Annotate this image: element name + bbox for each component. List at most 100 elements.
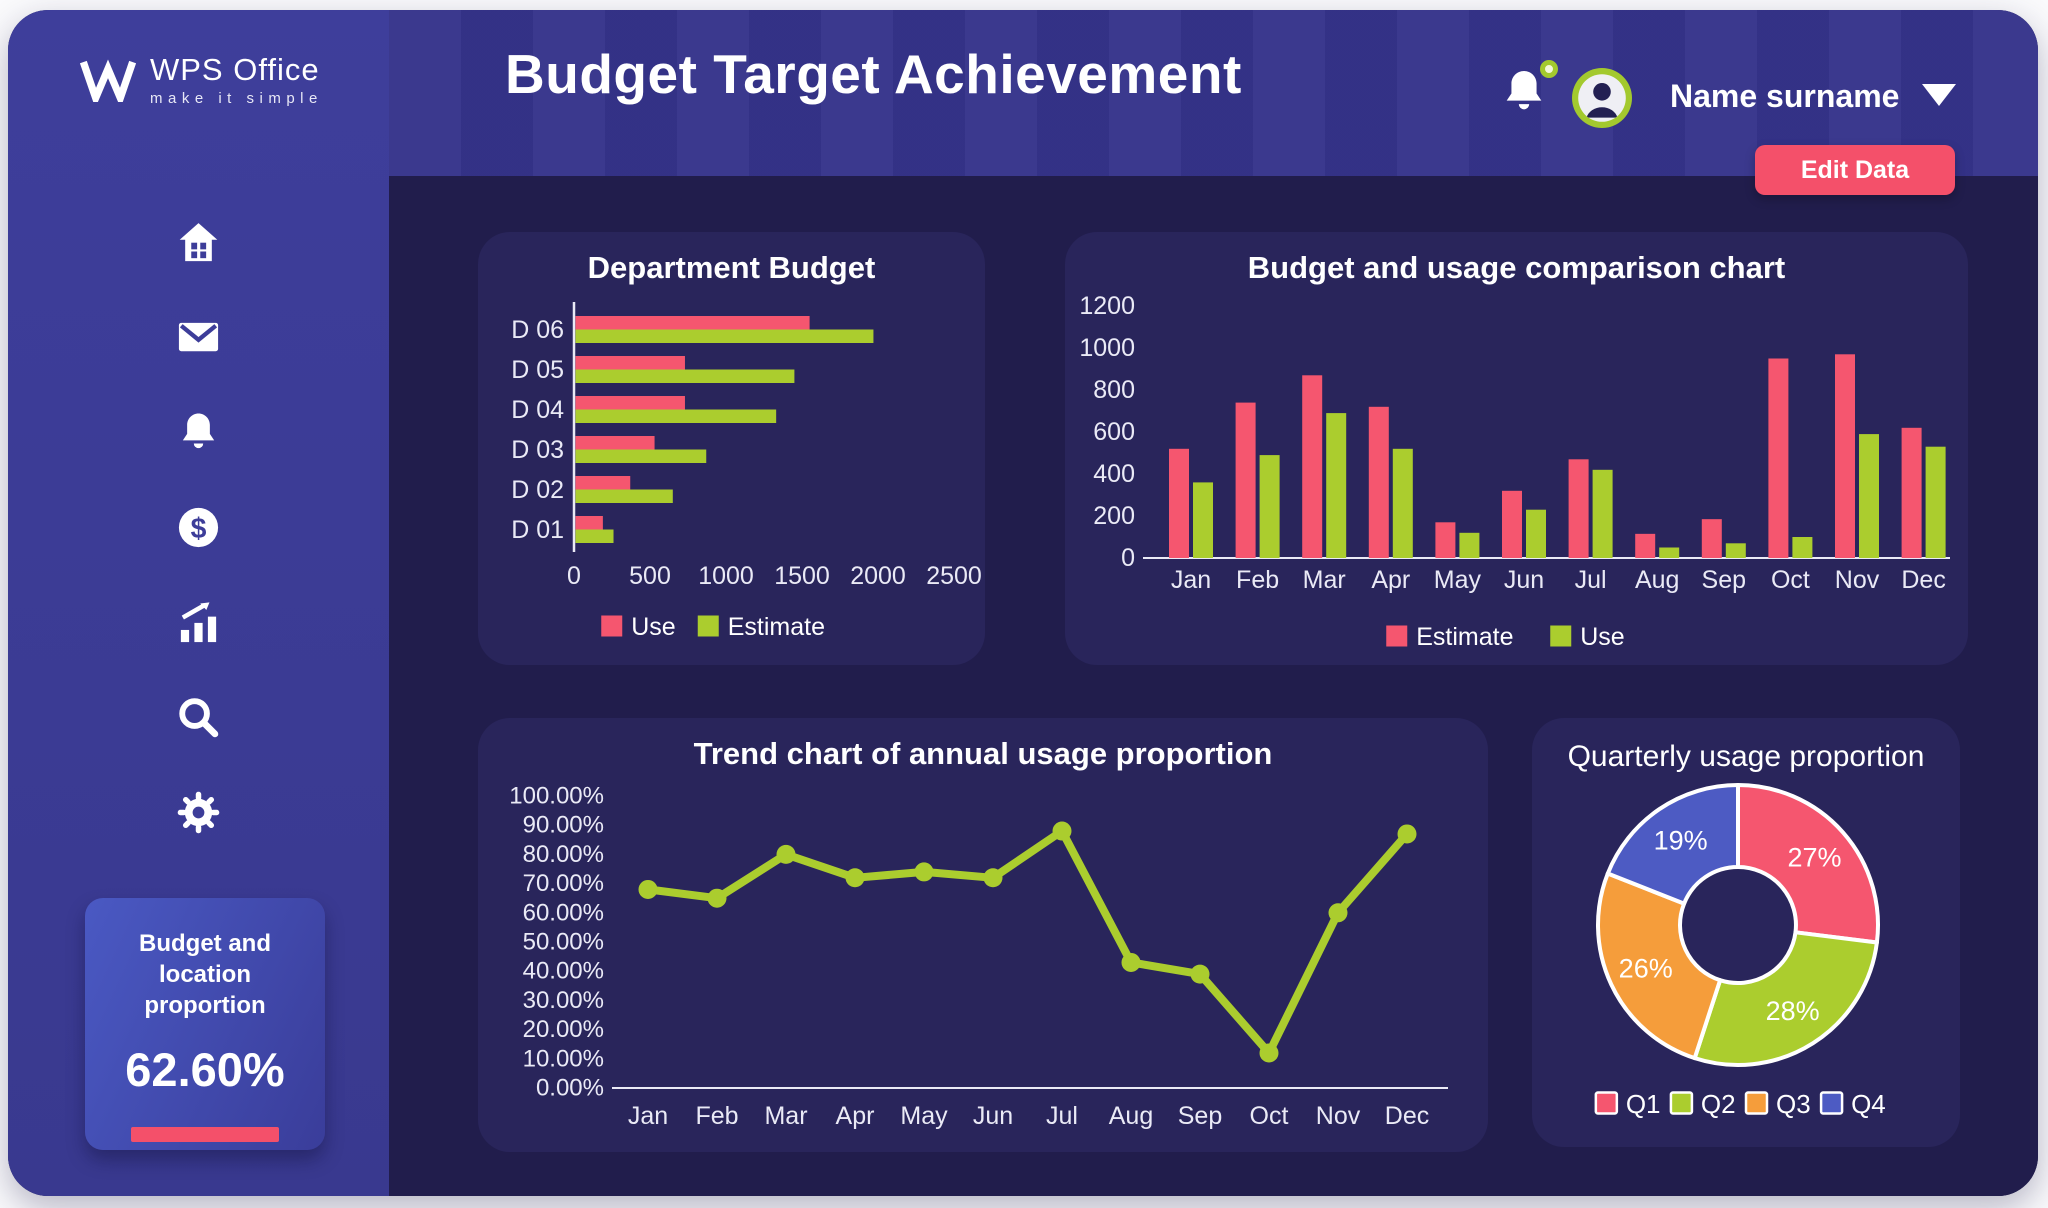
data-point-Dec	[1397, 824, 1417, 844]
y-tick-label: 70.00%	[523, 870, 604, 897]
bar-Use-D 06	[575, 316, 810, 330]
bar-Estimate-D 02	[575, 489, 673, 503]
sidebar-item-search[interactable]	[175, 694, 222, 741]
bar-Use-Apr	[1392, 448, 1413, 558]
legend-swatch-Estimate	[1386, 625, 1408, 647]
data-point-Apr	[845, 868, 865, 888]
x-category-label: Mar	[764, 1102, 807, 1130]
x-category-label: Dec	[1901, 566, 1945, 594]
x-category-label: Oct	[1771, 566, 1810, 594]
bar-Use-Oct	[1792, 537, 1813, 558]
x-category-label: Nov	[1316, 1102, 1361, 1130]
category-label: D 06	[511, 316, 564, 344]
y-tick-label: 1000	[1079, 334, 1135, 362]
y-tick-label: 0.00%	[536, 1075, 604, 1102]
bar-Use-D 03	[575, 436, 655, 450]
slice-Q3	[1596, 871, 1723, 1061]
x-category-label: Mar	[1303, 566, 1346, 594]
sidebar-item-home[interactable]	[175, 219, 222, 266]
slice-Q1	[1736, 783, 1880, 945]
y-tick-label: 20.00%	[523, 1016, 604, 1043]
slice-Q4	[1605, 783, 1740, 906]
data-point-Nov	[1328, 903, 1348, 923]
x-category-label: Jul	[1575, 566, 1607, 594]
sidebar-item-stats[interactable]	[175, 599, 222, 646]
bar-Use-Jun	[1526, 509, 1546, 558]
bar-Estimate-Aug	[1635, 533, 1656, 558]
y-tick-label: 80.00%	[523, 841, 604, 868]
y-tick-label: 40.00%	[523, 958, 604, 985]
legend-label: Use	[631, 613, 675, 641]
chevron-down-icon[interactable]	[1922, 84, 1956, 106]
notification-badge	[1540, 60, 1558, 78]
x-category-label: Feb	[695, 1102, 738, 1130]
bar-Estimate-Nov	[1835, 354, 1855, 558]
bar-Estimate-D 03	[575, 449, 707, 463]
y-tick-label: 0	[1121, 544, 1135, 572]
y-tick-label: 400	[1093, 460, 1135, 488]
bar-Use-Jul	[1592, 469, 1613, 558]
bar-Use-Jan	[1193, 482, 1213, 558]
y-tick-label: 90.00%	[523, 812, 604, 839]
chart-title: Department Budget	[587, 250, 876, 285]
x-category-label: Nov	[1835, 566, 1880, 594]
category-label: D 01	[511, 516, 564, 544]
x-tick-label: 1000	[698, 562, 754, 590]
x-category-label: Aug	[1635, 566, 1679, 594]
bar-Use-Feb	[1259, 455, 1280, 558]
notifications-button[interactable]	[1498, 60, 1558, 122]
x-category-label: Apr	[1371, 566, 1410, 594]
legend-swatch-Q3	[1744, 1091, 1769, 1115]
x-category-label: Jun	[1504, 566, 1544, 594]
legend-swatch-Estimate	[697, 615, 719, 637]
data-point-Mar	[776, 844, 796, 864]
search-icon	[179, 698, 219, 738]
data-point-Feb	[707, 888, 727, 908]
y-tick-label: 10.00%	[523, 1045, 604, 1072]
category-label: D 04	[511, 396, 564, 424]
category-label: D 05	[511, 356, 564, 384]
sidebar-item-notifications[interactable]	[175, 409, 222, 456]
slice-Q2	[1692, 930, 1879, 1067]
home-icon	[179, 223, 218, 262]
budget-usage-comparison-card: Budget and usage comparison chart 0 200 40…	[1065, 232, 1968, 665]
sidebar-item-finance[interactable]: $	[175, 504, 222, 551]
x-category-label: Dec	[1385, 1102, 1429, 1130]
svg-text:$: $	[191, 513, 207, 545]
slice-value-label: 19%	[1654, 826, 1708, 856]
bar-Use-D 02	[575, 476, 631, 490]
header	[389, 10, 2038, 176]
quarterly-usage-card: Quarterly usage proportion 27% 28% 26% 19% Q…	[1532, 718, 1960, 1147]
x-category-label: May	[1434, 566, 1482, 594]
bar-Estimate-Oct	[1768, 358, 1789, 558]
user-avatar[interactable]	[1572, 68, 1632, 128]
bar-Use-Nov	[1859, 434, 1879, 558]
y-tick-label: 1200	[1079, 292, 1135, 320]
page-title: Budget Target Achievement	[505, 43, 1242, 105]
app-window: Budget Target Achievement Name surname E…	[8, 10, 2038, 1196]
y-tick-label: 100.00%	[509, 783, 604, 810]
edit-data-button[interactable]: Edit Data	[1755, 145, 1955, 195]
gear-icon	[177, 791, 220, 834]
quarterly-usage-svg: 27% 28% 26% 19% Q1 Q2 Q3 Q4	[1594, 783, 1886, 1119]
bar-Estimate-Sep	[1701, 519, 1722, 558]
x-tick-label: 1500	[774, 562, 830, 590]
department-budget-chart: D 06 D 05 D 04 D 03 D 02 D 01 0 500 1000 1500 2000…	[478, 232, 985, 665]
sidebar-item-settings[interactable]	[175, 789, 222, 836]
data-point-Jun	[983, 868, 1003, 888]
bell-icon	[1506, 70, 1542, 110]
user-name[interactable]: Name surname	[1670, 78, 1900, 114]
chart-title: Budget and usage comparison chart	[1247, 250, 1786, 285]
x-category-label: Jan	[628, 1102, 668, 1130]
bar-chart-icon	[180, 602, 217, 643]
y-tick-label: 60.00%	[523, 899, 604, 926]
sidebar-item-mail[interactable]	[175, 314, 222, 361]
bar-Use-D 01	[575, 516, 603, 530]
x-tick-label: 2500	[926, 562, 982, 590]
bar-Estimate-Jul	[1568, 459, 1589, 558]
bar-Estimate-Dec	[1901, 427, 1922, 558]
y-tick-label: 30.00%	[523, 987, 604, 1014]
legend-label: Use	[1580, 623, 1624, 651]
budget-location-card: Budget and location proportion 62.60%	[85, 898, 325, 1150]
